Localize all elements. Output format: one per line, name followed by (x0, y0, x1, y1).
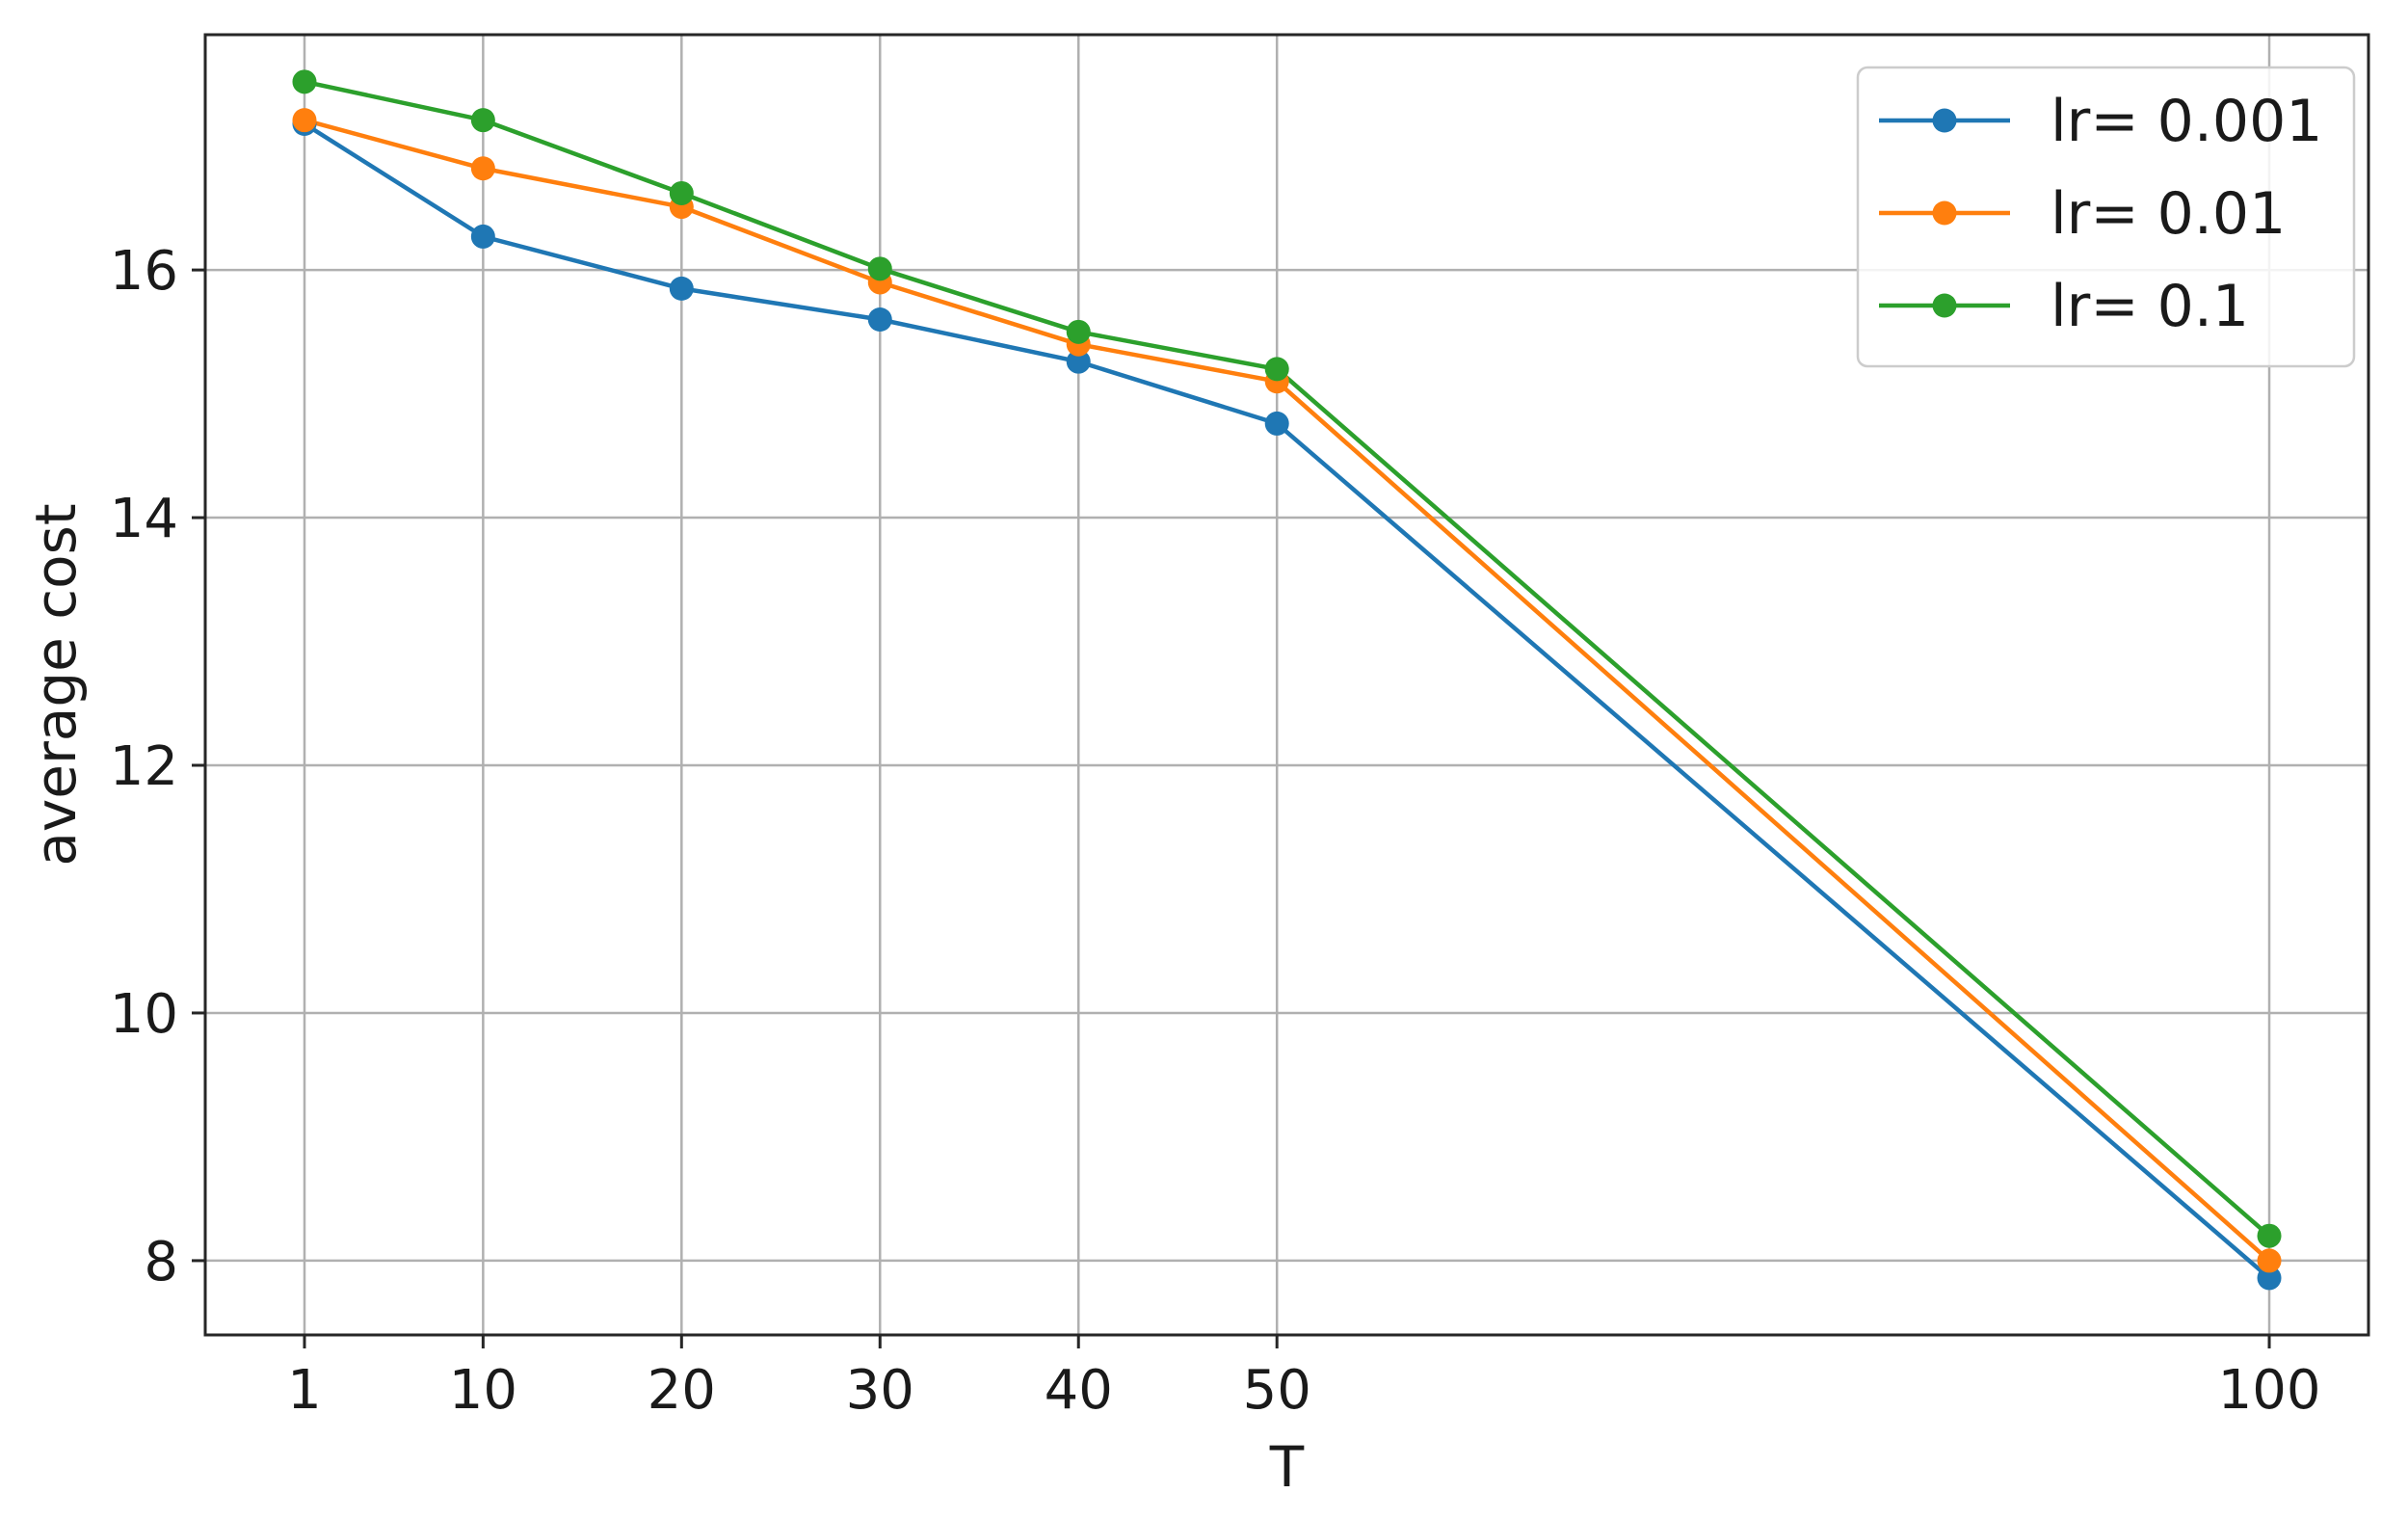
data-point (292, 69, 317, 94)
series-lines (292, 69, 2282, 1291)
data-point (470, 224, 495, 249)
y-tick-label: 8 (144, 1231, 178, 1293)
x-tick-label: 1 (287, 1359, 322, 1422)
axes-frame (203, 33, 2370, 1337)
y-tick-label: 16 (110, 240, 178, 303)
data-point (2257, 1223, 2282, 1248)
x-axis-label: T (1269, 1434, 1305, 1500)
y-tick-label: 12 (110, 735, 178, 798)
legend-marker (1932, 293, 1957, 318)
data-point (867, 256, 892, 281)
data-point (292, 108, 317, 133)
legend-label: lr= 0.01 (2051, 180, 2286, 248)
x-tick-label: 10 (449, 1359, 517, 1422)
data-point (470, 156, 495, 181)
data-point (867, 307, 892, 332)
axis-ticks: 1 10 20 30 40 50 100 8 10 12 14 16 (110, 240, 2321, 1422)
x-tick-label: 100 (2218, 1359, 2321, 1422)
y-tick-label: 14 (110, 488, 178, 550)
data-point (2257, 1248, 2282, 1273)
legend-label: lr= 0.1 (2051, 273, 2249, 340)
legend-marker (1932, 108, 1957, 133)
data-point (2257, 1266, 2282, 1291)
x-tick-label: 50 (1243, 1359, 1311, 1422)
data-point (669, 180, 694, 205)
legend: lr= 0.001 lr= 0.01 lr= 0.1 (1856, 66, 2356, 368)
data-point (1264, 357, 1289, 382)
legend-box (1856, 66, 2356, 368)
legend-marker (1932, 200, 1957, 226)
data-point (1066, 319, 1091, 344)
x-tick-label: 30 (846, 1359, 914, 1422)
y-axis-label: average cost (23, 503, 89, 866)
data-point (1066, 349, 1091, 374)
x-tick-label: 20 (648, 1359, 716, 1422)
y-tick-label: 10 (110, 983, 178, 1046)
x-tick-label: 40 (1045, 1359, 1113, 1422)
grid (205, 35, 2368, 1335)
data-point (470, 108, 495, 133)
data-point (1264, 411, 1289, 436)
data-point (669, 276, 694, 301)
legend-label: lr= 0.001 (2051, 88, 2322, 155)
